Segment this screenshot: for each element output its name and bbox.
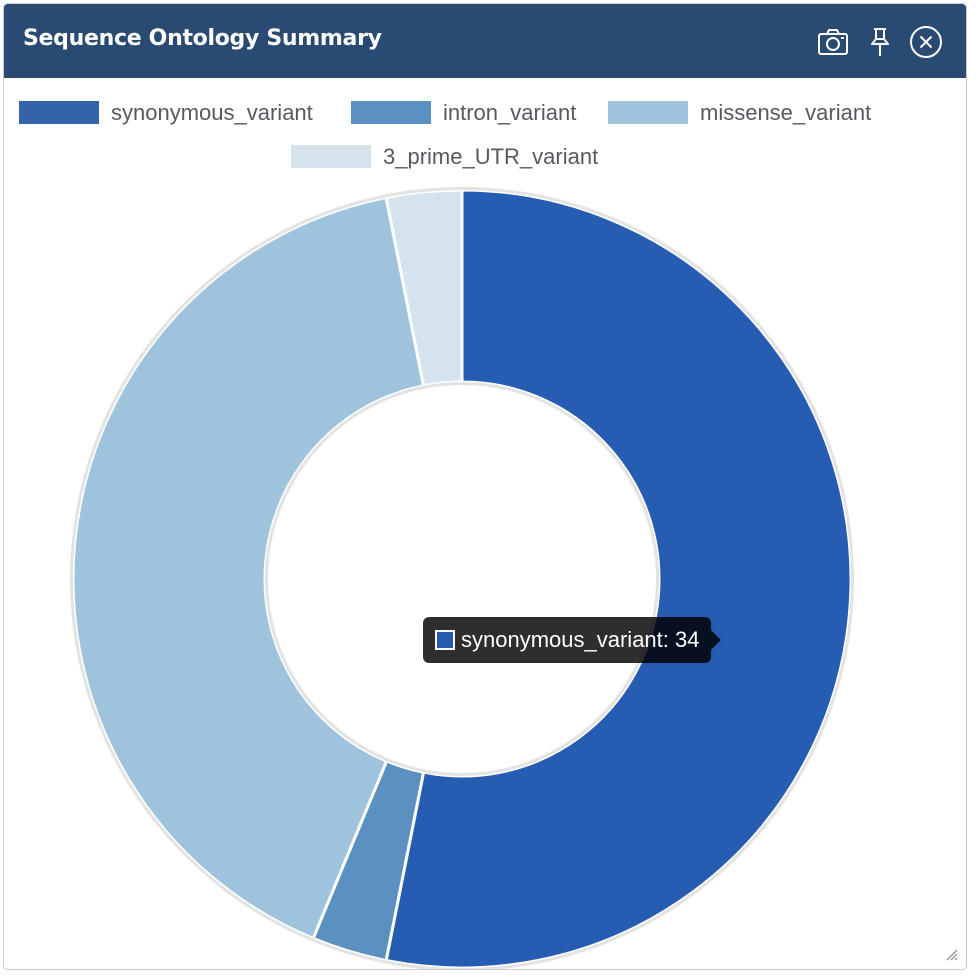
legend-label: intron_variant [443, 100, 577, 125]
doughnut-outer-ring [70, 187, 854, 969]
pin-icon [871, 28, 889, 56]
legend-swatch [351, 101, 431, 124]
legend-swatch [291, 145, 371, 168]
pin-button[interactable] [862, 24, 898, 60]
legend-label: 3_prime_UTR_variant [383, 144, 599, 169]
resize-handle[interactable] [942, 945, 958, 961]
legend-swatch [608, 101, 688, 124]
doughnut-inner-ring [265, 382, 659, 776]
legend-label: missense_variant [700, 100, 872, 125]
resize-grip-icon [946, 949, 958, 961]
tooltip-swatch [435, 630, 455, 650]
camera-icon [818, 29, 848, 55]
legend-swatch [19, 101, 99, 124]
tooltip-text: synonymous_variant: 34 [461, 627, 700, 652]
chart-slices [70, 187, 854, 969]
close-icon [910, 26, 942, 58]
chart-legend: synonymous_variant intron_variant missen… [4, 78, 966, 188]
chart-tooltip: synonymous_variant: 34 [423, 617, 722, 663]
screenshot-button[interactable] [815, 24, 851, 60]
close-button[interactable] [908, 24, 944, 60]
chart-panel: Sequence Ontology Summary synonymous_ [3, 3, 967, 970]
legend-label: synonymous_variant [111, 100, 313, 125]
title-bar: Sequence Ontology Summary [4, 4, 966, 78]
panel-title: Sequence Ontology Summary [23, 26, 382, 51]
doughnut-chart [70, 187, 854, 969]
